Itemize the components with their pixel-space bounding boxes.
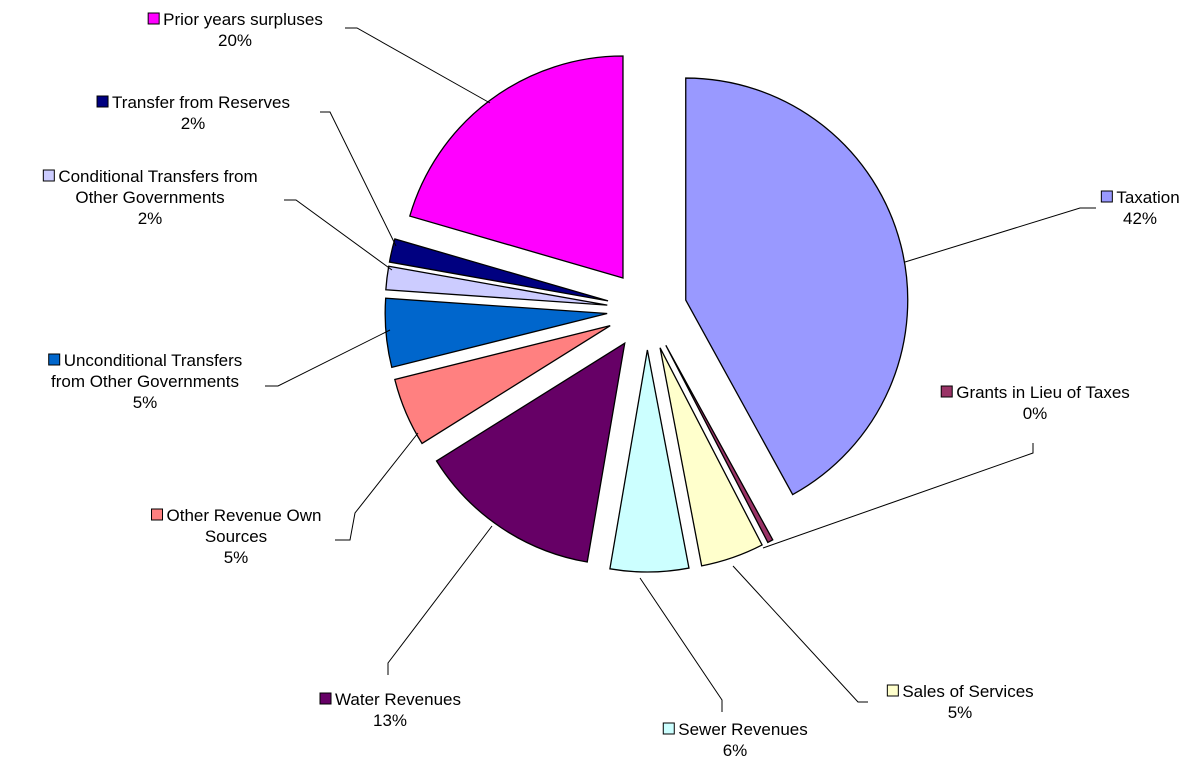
slice-percent-label: 2% xyxy=(181,114,206,133)
slice-percent-label: 2% xyxy=(138,209,163,228)
label-swatch xyxy=(1101,191,1112,202)
slice-label: Sewer Revenues xyxy=(678,720,807,739)
label-swatch xyxy=(49,354,60,365)
label-swatch xyxy=(663,723,674,734)
slice-percent-label: 13% xyxy=(373,711,407,730)
slice-label: Unconditional Transfers from Other Govern… xyxy=(51,351,242,391)
slice-label: Taxation xyxy=(1116,188,1179,207)
slice-label: Sales of Services xyxy=(902,682,1033,701)
label-swatch xyxy=(97,96,108,107)
label-swatch xyxy=(320,693,331,704)
label-swatch xyxy=(148,13,159,24)
slice-percent-label: 42% xyxy=(1123,209,1157,228)
label-swatch xyxy=(887,685,898,696)
slice-percent-label: 5% xyxy=(948,703,973,722)
slice-percent-label: 20% xyxy=(218,31,252,50)
leader-lines xyxy=(265,28,1096,712)
slice-label: Conditional Transfers from Other Governme… xyxy=(58,167,257,207)
slice-percent-label: 6% xyxy=(723,741,748,760)
slice-percent-label: 5% xyxy=(133,393,158,412)
slice-label: Other Revenue Own Sources xyxy=(167,506,322,546)
slice-percent-label: 5% xyxy=(224,548,249,567)
slice-label: Prior years surpluses xyxy=(163,10,323,29)
label-swatch xyxy=(152,509,163,520)
slice-label: Transfer from Reserves xyxy=(112,93,290,112)
pie-slices xyxy=(385,56,908,572)
label-swatch xyxy=(43,170,54,181)
label-swatch xyxy=(941,386,952,397)
pie-slice-prior-years-surpluses xyxy=(410,56,623,278)
leader-line xyxy=(388,526,492,675)
leader-line xyxy=(733,566,868,702)
leader-line xyxy=(640,578,722,712)
leader-line xyxy=(345,28,490,103)
slice-label: Grants in Lieu of Taxes xyxy=(956,383,1130,402)
slice-percent-label: 0% xyxy=(1023,404,1048,423)
slice-label: Water Revenues xyxy=(335,690,461,709)
leader-line xyxy=(335,433,418,540)
leader-line xyxy=(284,200,392,270)
leader-line xyxy=(265,330,390,386)
leader-line xyxy=(905,208,1096,262)
pie-slice-taxation xyxy=(686,78,908,495)
